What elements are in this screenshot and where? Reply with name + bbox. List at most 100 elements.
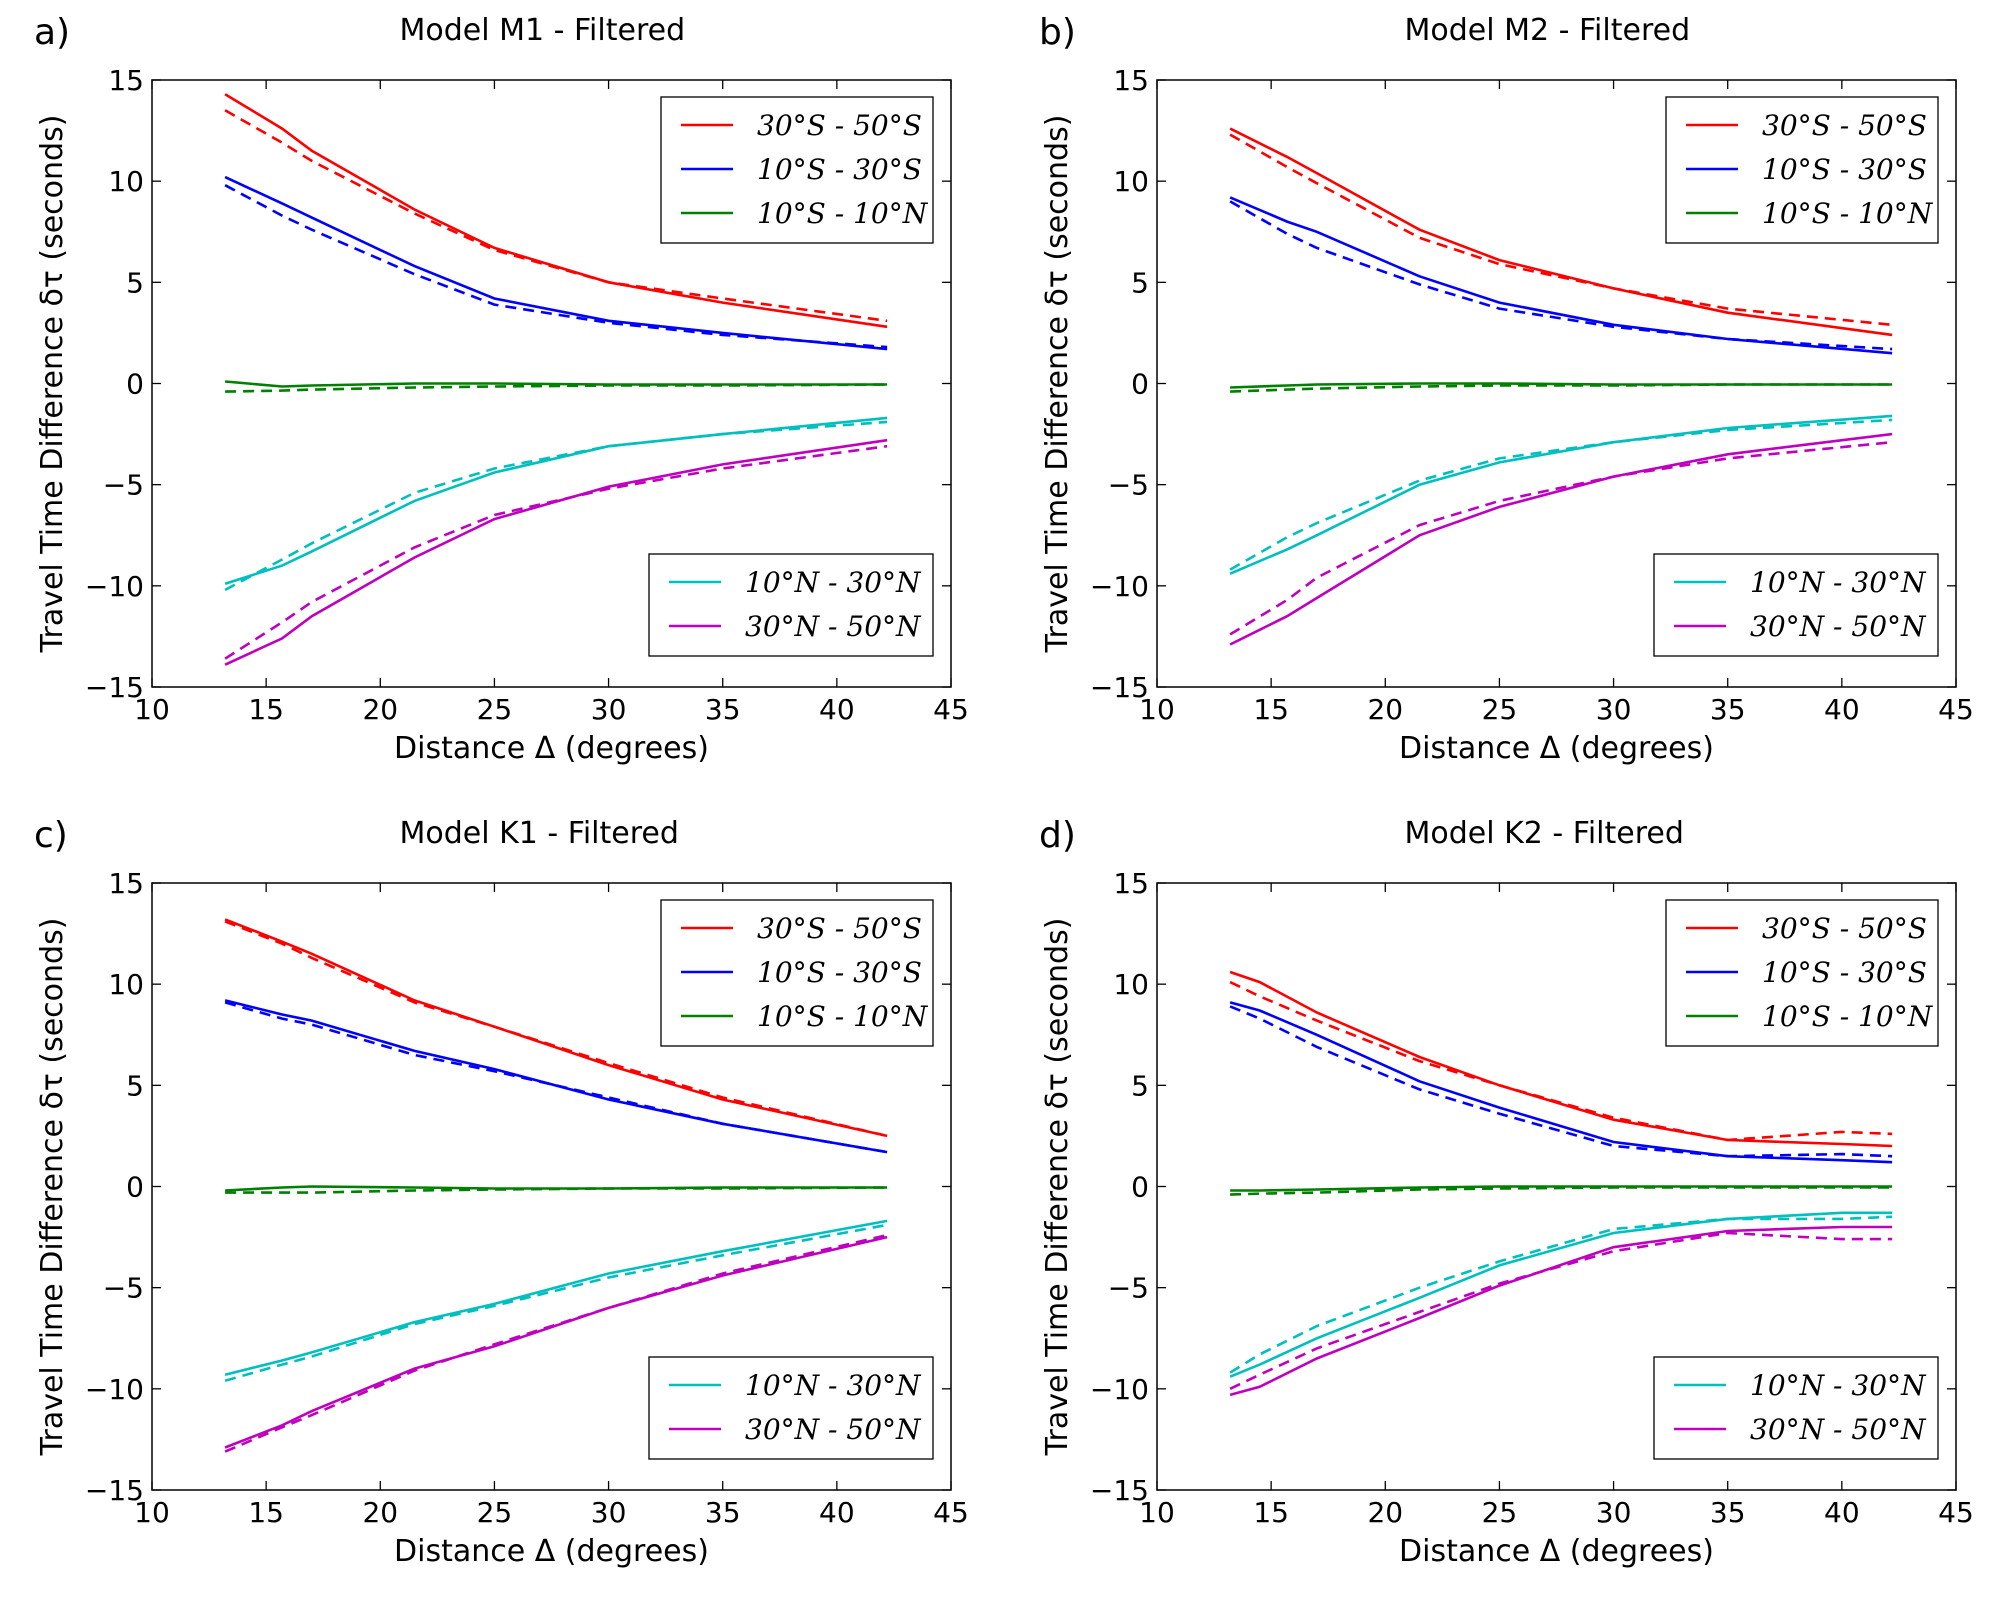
x-tick-label: 45	[933, 1496, 969, 1529]
legend: 30°S - 50°S 10°S - 30°S 10°S - 10°N	[1665, 899, 1939, 1047]
legend: 10°N - 30°N 30°N - 50°N	[1653, 1356, 1939, 1460]
legend-entry: 30°S - 50°S	[1762, 912, 1927, 945]
legend: 10°N - 30°N 30°N - 50°N	[648, 553, 934, 657]
legend: 30°S - 50°S 10°S - 30°S 10°S - 10°N	[660, 899, 934, 1047]
x-tick-label: 20	[362, 1496, 398, 1529]
legend-entry: 10°S - 10°N	[1762, 1000, 1934, 1033]
y-tick-label: 15	[1113, 867, 1149, 900]
series-line-10N-30N	[224, 1219, 888, 1376]
series-line-30S-50S	[1229, 127, 1893, 337]
legend-entry: 10°N - 30°N	[745, 1369, 922, 1402]
y-tick-label: 0	[126, 1171, 144, 1204]
x-tick-label: 45	[1938, 1496, 1974, 1529]
y-tick-label: 5	[1131, 1069, 1149, 1102]
x-axis-label: Distance Δ (degrees)	[1399, 1534, 1714, 1569]
y-tick-label: 0	[126, 368, 144, 401]
legend-entry: 10°S - 30°S	[1762, 153, 1927, 186]
y-tick-label: −10	[85, 570, 144, 603]
y-axis-label: Travel Time Difference δτ (seconds)	[1040, 115, 1075, 654]
series-line-10N-30N	[224, 416, 888, 586]
y-tick-label: 5	[1131, 266, 1149, 299]
series-line-10S-30S	[224, 999, 888, 1154]
x-tick-label: 45	[1938, 693, 1974, 726]
x-tick-label: 15	[248, 1496, 284, 1529]
y-tick-label: −15	[85, 671, 144, 704]
series-line-dashed-10S-30S	[1229, 1005, 1893, 1158]
legend-box	[1653, 1356, 1939, 1460]
x-tick-label: 40	[1824, 1496, 1860, 1529]
x-tick-label: 15	[248, 693, 284, 726]
y-tick-label: 15	[108, 64, 144, 97]
x-axis-label: Distance Δ (degrees)	[1399, 731, 1714, 766]
y-tick-label: −15	[1090, 1474, 1149, 1507]
legend-entry: 10°N - 30°N	[745, 566, 922, 599]
panel-title: Model M2 - Filtered	[1405, 13, 1691, 48]
y-tick-label: 15	[108, 867, 144, 900]
y-tick-label: −5	[1108, 469, 1149, 502]
x-tick-label: 35	[705, 1496, 741, 1529]
series-line-dashed-30S-50S	[224, 920, 888, 1138]
y-tick-label: 5	[126, 266, 144, 299]
panel-3: c) Model K1 - Filtered 10 15 20 25 30 35 40 45 15 1…	[34, 815, 969, 1569]
legend-entry: 30°N - 50°N	[745, 1413, 922, 1446]
legend-entry: 10°N - 30°N	[1750, 1369, 1927, 1402]
x-tick-label: 20	[1367, 1496, 1403, 1529]
panel-1: a) Model M1 - Filtered 10 15 20 25 30 35 40 45 15 1…	[34, 12, 969, 766]
panel-label: b)	[1039, 12, 1076, 53]
y-tick-label: 5	[126, 1069, 144, 1102]
panel-2: b) Model M2 - Filtered 10 15 20 25 30 35 40 45 15 1…	[1039, 12, 1974, 766]
legend-entry: 10°S - 10°N	[1762, 197, 1934, 230]
legend-entry: 10°S - 30°S	[757, 153, 922, 186]
series-line-dashed-30N-50N	[224, 1233, 888, 1453]
legend: 10°N - 30°N 30°N - 50°N	[648, 1356, 934, 1460]
legend: 30°S - 50°S 10°S - 30°S 10°S - 10°N	[660, 96, 934, 244]
panel-title: Model K2 - Filtered	[1405, 816, 1684, 851]
panel-title: Model M1 - Filtered	[400, 13, 686, 48]
series-line-30S-50S	[1229, 970, 1893, 1148]
series-line-10S-10N	[225, 1185, 888, 1192]
legend-entry: 30°N - 50°N	[745, 610, 922, 643]
legend-entry: 30°S - 50°S	[757, 109, 922, 142]
series-line-dashed-30S-50S	[224, 109, 888, 323]
x-tick-label: 25	[477, 693, 513, 726]
legend-entry: 10°S - 10°N	[757, 197, 929, 230]
x-axis-label: Distance Δ (degrees)	[394, 731, 709, 766]
x-tick-label: 10	[1139, 693, 1175, 726]
legend-box	[648, 1356, 934, 1460]
x-tick-label: 10	[134, 693, 170, 726]
panel-4: d) Model K2 - Filtered 10 15 20 25 30 35 40 45 15 1…	[1039, 815, 1974, 1569]
series-line-dashed-30N-50N	[1229, 440, 1893, 636]
series-line-30N-50N	[1229, 432, 1893, 646]
series-line-dashed-30S-50S	[1229, 133, 1893, 327]
series-line-10N-30N	[1229, 414, 1893, 575]
panel-label: c)	[34, 815, 68, 856]
series-line-dashed-10S-30S	[224, 184, 888, 349]
y-tick-label: 0	[1131, 1171, 1149, 1204]
legend: 30°S - 50°S 10°S - 30°S 10°S - 10°N	[1665, 96, 1939, 244]
legend-entry: 10°S - 10°N	[757, 1000, 929, 1033]
y-tick-label: −5	[1108, 1272, 1149, 1305]
legend: 10°N - 30°N 30°N - 50°N	[1653, 553, 1939, 657]
y-tick-label: 10	[108, 165, 144, 198]
x-axis-label: Distance Δ (degrees)	[394, 1534, 709, 1569]
series-line-30N-50N	[224, 438, 888, 666]
legend-entry: 10°S - 30°S	[1762, 956, 1927, 989]
series-line-dashed-10N-30N	[1229, 418, 1893, 571]
y-axis-label: Travel Time Difference δτ (seconds)	[1040, 918, 1075, 1457]
y-axis-label: Travel Time Difference δτ (seconds)	[35, 918, 70, 1457]
x-tick-label: 25	[1482, 1496, 1518, 1529]
series-line-30S-50S	[224, 93, 888, 329]
y-tick-label: 0	[1131, 368, 1149, 401]
x-tick-label: 10	[1139, 1496, 1175, 1529]
x-tick-label: 35	[705, 693, 741, 726]
series-line-dashed-30N-50N	[1229, 1231, 1893, 1390]
panel-label: d)	[1039, 815, 1076, 856]
y-tick-label: 15	[1113, 64, 1149, 97]
y-tick-label: −10	[85, 1373, 144, 1406]
x-tick-label: 40	[819, 1496, 855, 1529]
legend-entry: 30°N - 50°N	[1750, 610, 1927, 643]
x-tick-label: 35	[1710, 693, 1746, 726]
y-tick-label: −10	[1090, 570, 1149, 603]
series-line-10S-30S	[1229, 196, 1893, 355]
